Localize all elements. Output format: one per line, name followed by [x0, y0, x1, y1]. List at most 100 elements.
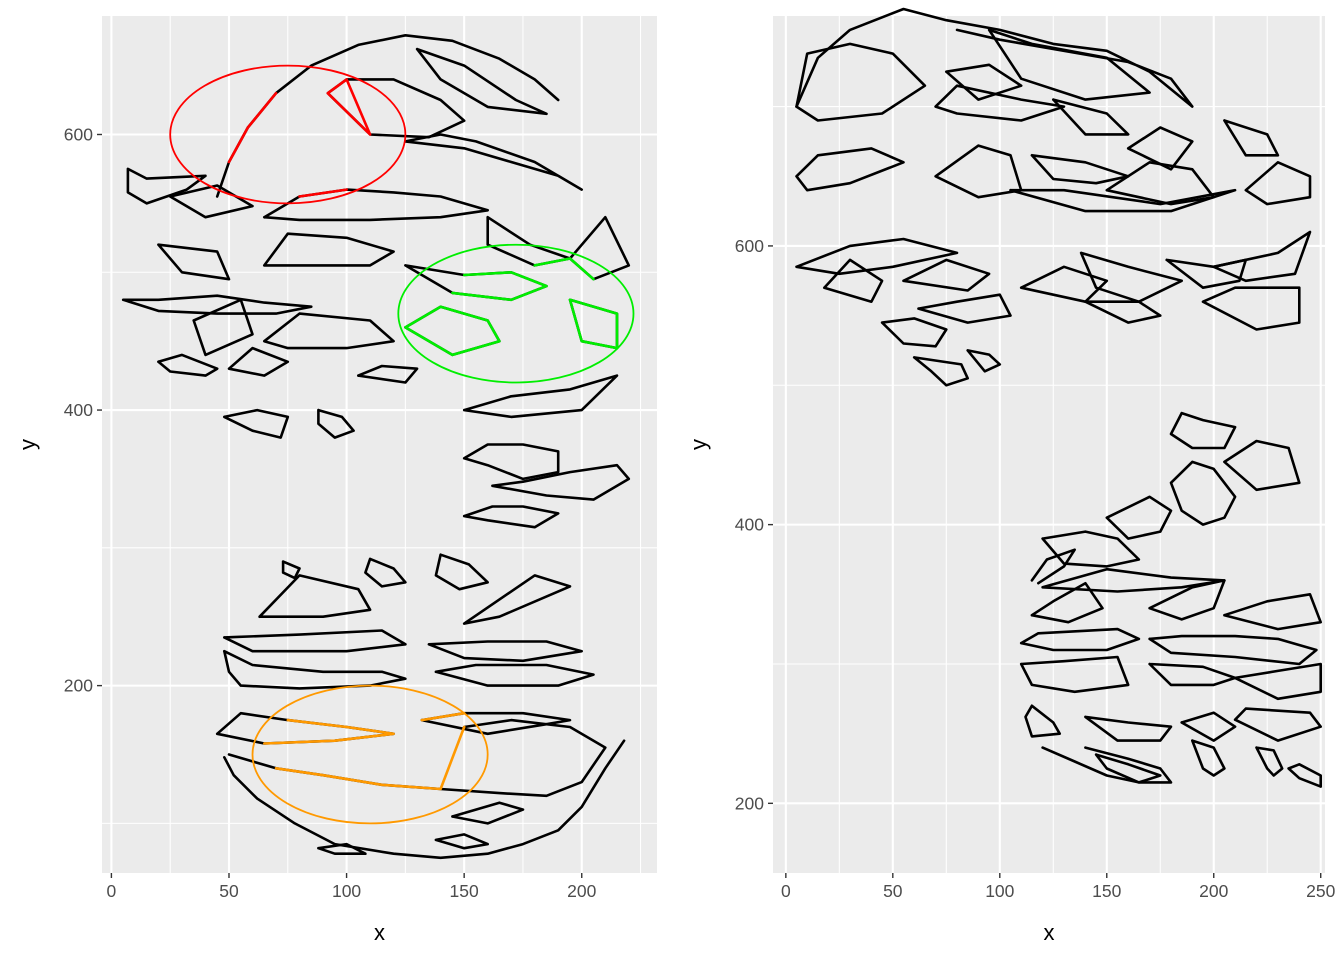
- contour-path: [917, 293, 1012, 324]
- highlight-contour: [227, 91, 278, 164]
- contour-path: [1148, 662, 1237, 687]
- contour-path: [262, 232, 395, 267]
- contour-path: [1212, 230, 1312, 283]
- x-tick-label: 250: [1306, 881, 1335, 901]
- contour-path: [822, 258, 884, 304]
- contour-path: [1019, 627, 1141, 652]
- x-axis-title: x: [374, 920, 385, 945]
- contour-path: [1084, 300, 1162, 324]
- contour-path: [1223, 439, 1301, 492]
- x-tick-label: 50: [883, 881, 903, 901]
- highlight-region-3: [251, 684, 489, 825]
- highlight-contour: [533, 257, 572, 267]
- contour-path: [1041, 530, 1141, 568]
- plot-background: [773, 16, 1325, 873]
- y-tick-label: 400: [64, 400, 93, 420]
- highlight-contour: [420, 711, 466, 722]
- contour-path: [364, 557, 407, 588]
- contour-path: [1244, 161, 1312, 206]
- contour-path: [168, 184, 254, 219]
- contour-path: [326, 78, 466, 139]
- contour-path: [1148, 579, 1226, 621]
- x-tick-label: 100: [332, 881, 361, 901]
- chart-panel-right: 0 50 100 150 200 250 200 400 600 x y: [686, 7, 1336, 945]
- contour-path: [1287, 762, 1322, 788]
- contour-path: [1030, 548, 1076, 585]
- contour-path: [415, 47, 548, 116]
- contour-path: [1169, 460, 1237, 526]
- highlight-contour: [274, 725, 466, 791]
- contour-path: [317, 408, 355, 439]
- contour-path: [1223, 592, 1322, 631]
- contour-path: [1094, 753, 1162, 784]
- plot-background: [102, 16, 657, 873]
- contour-path: [1084, 715, 1173, 742]
- contour-path: [223, 408, 290, 439]
- contour-path: [1201, 286, 1301, 331]
- contour-path: [1030, 154, 1130, 185]
- contour-path: [902, 258, 991, 292]
- contour-path: [795, 42, 927, 122]
- contour-path: [1180, 711, 1237, 742]
- gridlines: [773, 16, 1325, 873]
- contour-path: [1148, 634, 1318, 666]
- x-tick-label: 200: [567, 881, 596, 901]
- contour-path: [987, 28, 1151, 101]
- contour-path: [795, 147, 905, 192]
- contour-path: [192, 298, 254, 357]
- highlight-contour: [568, 257, 595, 281]
- contour-path: [434, 553, 490, 591]
- contour-path: [157, 353, 219, 377]
- contour-path: [1233, 662, 1322, 701]
- highlight-ellipse: [169, 64, 407, 205]
- contour-path: [462, 374, 619, 419]
- contour-path: [427, 640, 584, 663]
- x-tick-label: 150: [450, 881, 479, 901]
- contour-path: [1255, 746, 1284, 777]
- contour-path: [434, 663, 595, 687]
- highlight-region-2: [397, 243, 635, 384]
- highlight-contour: [404, 305, 501, 357]
- contour-path: [121, 294, 313, 315]
- x-tick-label: 50: [219, 881, 239, 901]
- contour-path: [434, 833, 490, 850]
- contour-path: [880, 317, 948, 348]
- highlight-ellipse: [397, 243, 635, 384]
- contour-path: [1009, 188, 1237, 213]
- outsole-contours: [795, 7, 1322, 788]
- contour-path: [1191, 739, 1226, 777]
- highlight-contour: [298, 188, 348, 198]
- y-axis-title: y: [686, 439, 711, 450]
- contour-path: [1019, 265, 1109, 304]
- contour-path: [934, 144, 1023, 199]
- contour-path: [1030, 581, 1104, 624]
- contour-path: [356, 364, 419, 384]
- gridlines: [102, 16, 657, 873]
- contour-path: [223, 649, 407, 690]
- y-axis-title: y: [15, 439, 40, 450]
- contour-path: [223, 629, 407, 653]
- contour-path: [795, 237, 959, 276]
- contour-path: [317, 842, 367, 856]
- x-axis-title: x: [1044, 920, 1055, 945]
- y-tick-label: 200: [735, 793, 764, 813]
- x-tick-label: 100: [985, 881, 1014, 901]
- contour-path: [491, 463, 631, 501]
- contour-path: [912, 356, 970, 387]
- contour-path: [934, 84, 1066, 122]
- contour-path: [1052, 98, 1130, 136]
- contour-path: [227, 346, 290, 377]
- x-tick-label: 150: [1092, 881, 1121, 901]
- contour-path: [1169, 411, 1237, 450]
- highlight-contour: [451, 270, 548, 302]
- contour-path: [1165, 258, 1248, 290]
- contour-path: [281, 560, 301, 580]
- y-tick-label: 600: [735, 236, 764, 256]
- contour-path: [262, 312, 395, 350]
- contour-path: [1105, 495, 1173, 540]
- contour-path: [1223, 119, 1280, 157]
- highlight-ellipse: [251, 684, 489, 825]
- contour-path: [1041, 746, 1173, 784]
- contour-path: [157, 243, 231, 281]
- contour-path: [462, 505, 560, 529]
